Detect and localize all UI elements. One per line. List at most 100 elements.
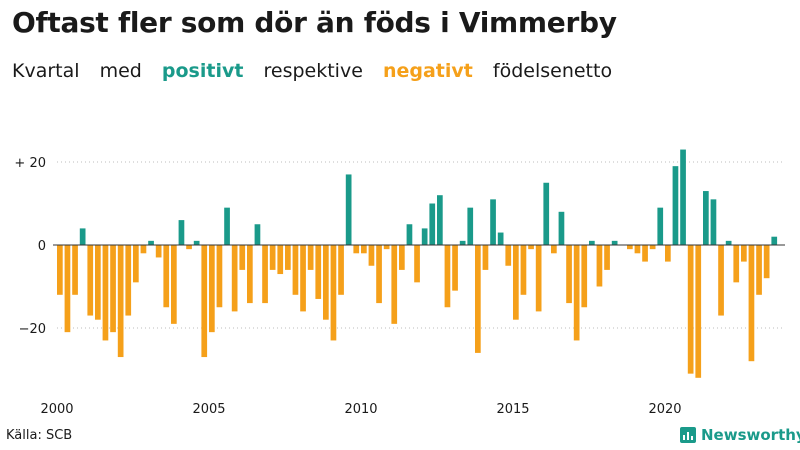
bar (171, 245, 177, 324)
bar (551, 245, 557, 254)
bar (345, 174, 352, 245)
bar (277, 245, 284, 275)
y-tick-label: 0 (38, 239, 46, 254)
bar (429, 203, 436, 245)
bar (505, 245, 512, 266)
bar (231, 245, 238, 312)
bar (315, 245, 322, 299)
bar (452, 245, 458, 291)
bar (292, 245, 299, 295)
bar (604, 245, 610, 270)
y-tick-label: + 20 (14, 156, 46, 171)
bar (155, 245, 162, 258)
bar (95, 245, 101, 320)
bar (239, 245, 246, 270)
bar (497, 232, 504, 245)
bar (224, 207, 230, 245)
bar (543, 182, 550, 245)
chart-title: Oftast fler som dör än föds i Vimmerby (12, 6, 617, 39)
bar (285, 245, 291, 270)
bar (589, 240, 595, 245)
bar (421, 228, 428, 245)
bar (475, 245, 481, 353)
x-tick-label: 2005 (192, 402, 225, 417)
x-tick-label: 2015 (496, 402, 529, 417)
bar (193, 240, 200, 245)
bar (216, 245, 223, 308)
bar (148, 240, 154, 245)
y-tick-label: −20 (19, 322, 46, 337)
bar (513, 245, 519, 320)
bar (763, 245, 770, 279)
bar (611, 240, 618, 245)
bar (125, 245, 132, 316)
bar (414, 245, 420, 283)
bar (444, 245, 451, 308)
subtitle-word: födelsenetto (492, 60, 613, 82)
bar (437, 195, 443, 245)
bar (338, 245, 344, 295)
bar (687, 245, 694, 374)
bar (110, 245, 116, 333)
bar (178, 220, 185, 245)
bar (247, 245, 253, 304)
bar (725, 240, 732, 245)
bar (634, 245, 641, 254)
bar (323, 245, 329, 320)
subtitle-word: Kvartal (12, 60, 80, 82)
bar (467, 207, 474, 245)
bar (642, 245, 648, 262)
bar (262, 245, 268, 304)
bar (399, 245, 405, 270)
bar (733, 245, 740, 283)
bar (649, 245, 656, 250)
bar (391, 245, 398, 324)
bar (406, 224, 413, 245)
bar (482, 245, 489, 270)
bar (209, 245, 215, 333)
bar (361, 245, 367, 254)
subtitle-positive-label: positivt (161, 60, 244, 82)
bar (566, 245, 572, 304)
brand[interactable]: Newsworthy (680, 426, 800, 444)
bar (528, 245, 534, 250)
bar (64, 245, 71, 333)
bar (383, 245, 390, 250)
bar (695, 245, 702, 378)
bar (133, 245, 139, 283)
bar (710, 199, 717, 245)
bar (672, 166, 679, 245)
bar (741, 245, 747, 262)
bar (300, 245, 306, 312)
bar (680, 149, 686, 245)
bar (87, 245, 94, 316)
bar (490, 199, 496, 245)
subtitle-word: respektive (263, 60, 363, 82)
x-tick-label: 2010 (344, 402, 377, 417)
bar (330, 245, 337, 341)
bar (376, 245, 382, 304)
bar (748, 245, 755, 362)
bar (657, 207, 664, 245)
bar (703, 191, 709, 245)
bar (596, 245, 603, 287)
bar (186, 245, 192, 250)
x-tick-label: 2000 (40, 402, 73, 417)
bar (254, 224, 261, 245)
bar (718, 245, 724, 316)
source-label: Källa: SCB (6, 428, 73, 443)
x-tick-label: 2020 (648, 402, 681, 417)
bar (57, 245, 63, 295)
bar (535, 245, 542, 312)
bar (353, 245, 360, 254)
bar (771, 236, 778, 245)
bar (573, 245, 580, 341)
bar (117, 245, 124, 358)
bar (269, 245, 276, 270)
newsworthy-logo-icon (680, 427, 696, 443)
bar (581, 245, 588, 308)
bar (665, 245, 671, 262)
bar (307, 245, 314, 270)
bar (72, 245, 78, 295)
